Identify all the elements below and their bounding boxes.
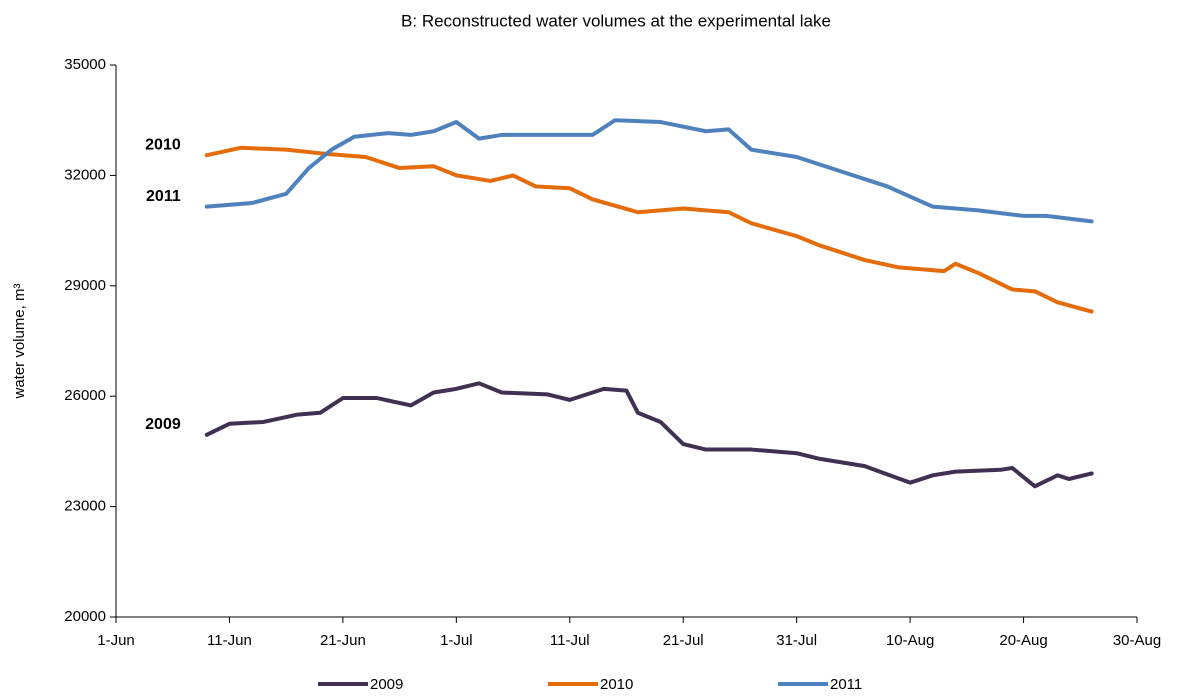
legend-label: 2010 (600, 676, 633, 693)
series-line (204, 145, 1094, 314)
y-tick-label: 35000 (64, 56, 106, 73)
series-annotation: 2009 (145, 416, 181, 433)
x-tick-label: 11-Jul (550, 632, 590, 649)
x-tick-label: 21-Jun (320, 632, 366, 649)
y-tick-label: 26000 (64, 387, 106, 404)
series-line (204, 118, 1094, 224)
x-tick-label: 1-Jul (440, 632, 473, 649)
x-tick-label: 21-Jul (663, 632, 704, 649)
y-tick-label: 23000 (64, 498, 106, 515)
y-tick-label: 29000 (64, 277, 106, 294)
series-annotation: 2010 (145, 136, 181, 153)
series-line (204, 381, 1094, 489)
chart-title: B: Reconstructed water volumes at the ex… (401, 11, 831, 30)
x-tick-label: 20-Aug (999, 632, 1047, 649)
legend-label: 2009 (370, 676, 403, 693)
x-tick-label: 10-Aug (886, 632, 934, 649)
legend-label: 2011 (830, 676, 862, 693)
y-tick-label: 32000 (64, 166, 106, 183)
x-tick-label: 30-Aug (1113, 632, 1161, 649)
series-annotation: 2011 (146, 188, 181, 205)
x-tick-label: 31-Jul (776, 632, 817, 649)
y-axis-label: water volume, m³ (11, 283, 28, 399)
x-tick-label: 11-Jun (207, 632, 252, 649)
y-tick-label: 20000 (64, 608, 106, 625)
x-tick-label: 1-Jun (97, 632, 135, 649)
